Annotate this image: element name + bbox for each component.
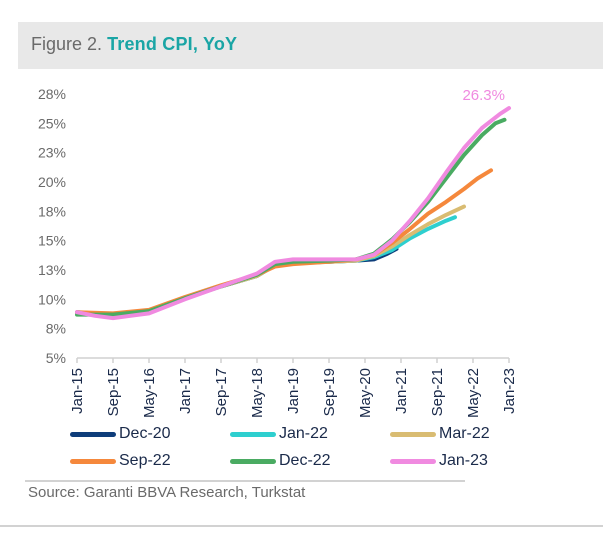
x-tick-label: Jan-17 — [177, 368, 194, 414]
legend-label: Dec-22 — [279, 452, 331, 469]
legend-item-dec-22: Dec-22 — [230, 452, 331, 470]
legend-label: Mar-22 — [439, 425, 490, 442]
y-axis: 5% 8% 10% 13% 15% 18% 20% 23% 25% 28% — [38, 86, 66, 366]
x-tick-label: Jan-23 — [501, 368, 518, 414]
y-tick-label: 20% — [38, 174, 66, 190]
bottom-divider — [0, 525, 603, 527]
x-tick-label: Jan-15 — [69, 368, 86, 414]
legend-label: Sep-22 — [119, 452, 171, 469]
legend-swatch — [390, 431, 436, 437]
y-tick-label: 15% — [38, 233, 66, 249]
figure-title: Figure 2. Trend CPI, YoY — [31, 34, 237, 55]
x-tick-label: May-20 — [357, 368, 374, 418]
x-tick-label: May-16 — [141, 368, 158, 418]
legend-swatch — [70, 458, 116, 464]
legend-item-mar-22: Mar-22 — [390, 425, 490, 443]
legend-label: Jan-23 — [439, 452, 488, 469]
x-tick-label: May-22 — [465, 368, 482, 418]
series-line-sep-22 — [75, 168, 493, 316]
series-line-jan-23 — [75, 106, 511, 321]
x-tick-label: Sep-15 — [105, 368, 122, 416]
x-tick-label: Jan-19 — [285, 368, 302, 414]
y-tick-label: 25% — [38, 115, 66, 131]
source-note: Source: Garanti BBVA Research, Turkstat — [28, 484, 306, 501]
figure-title-box: Figure 2. Trend CPI, YoY — [18, 22, 603, 69]
legend-label: Dec-20 — [119, 425, 171, 442]
y-tick-label: 8% — [46, 321, 66, 337]
legend-label: Jan-22 — [279, 425, 328, 442]
source-divider — [25, 480, 465, 482]
y-tick-label: 28% — [38, 86, 66, 102]
x-tick-label: Sep-21 — [429, 368, 446, 416]
legend-item-jan-22: Jan-22 — [230, 425, 328, 443]
x-axis: Jan-15 Sep-15 May-16 Jan-17 Sep-17 May-18 Jan-… — [69, 357, 518, 418]
figure-prefix: Figure 2. — [31, 34, 103, 54]
x-tick-label: Jan-21 — [393, 368, 410, 414]
x-tick-label: Sep-19 — [321, 368, 338, 416]
end-value-annotation: 26.3% — [462, 87, 505, 104]
legend-swatch — [230, 431, 276, 437]
x-tick-label: Sep-17 — [213, 368, 230, 416]
legend-item-dec-20: Dec-20 — [70, 425, 171, 443]
legend-item-sep-22: Sep-22 — [70, 452, 171, 470]
y-tick-label: 23% — [38, 145, 66, 161]
y-tick-label: 5% — [46, 350, 66, 366]
trend-cpi-chart: 5% 8% 10% 13% 15% 18% 20% 23% 25% 28% Jan-15 Sep-1… — [38, 86, 518, 418]
y-tick-label: 13% — [38, 262, 66, 278]
figure-title-text: Trend CPI, YoY — [107, 34, 238, 54]
legend-swatch — [390, 458, 436, 464]
series-lines — [75, 106, 511, 321]
y-tick-label: 18% — [38, 203, 66, 219]
y-tick-label: 10% — [38, 291, 66, 307]
legend-swatch — [70, 431, 116, 437]
x-tick-label: May-18 — [249, 368, 266, 418]
legend-swatch — [230, 458, 276, 464]
legend-item-jan-23: Jan-23 — [390, 452, 488, 470]
